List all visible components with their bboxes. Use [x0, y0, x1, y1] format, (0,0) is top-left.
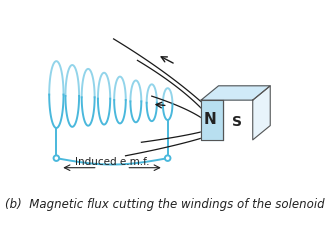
Text: Induced e.m.f.: Induced e.m.f. — [75, 157, 149, 167]
Text: (b)  Magnetic flux cutting the windings of the solenoid: (b) Magnetic flux cutting the windings o… — [5, 198, 324, 211]
Polygon shape — [201, 86, 270, 100]
Circle shape — [54, 155, 59, 161]
Circle shape — [165, 155, 170, 161]
Polygon shape — [201, 100, 223, 140]
Text: N: N — [204, 113, 217, 127]
Text: S: S — [232, 114, 242, 129]
Polygon shape — [253, 86, 270, 140]
